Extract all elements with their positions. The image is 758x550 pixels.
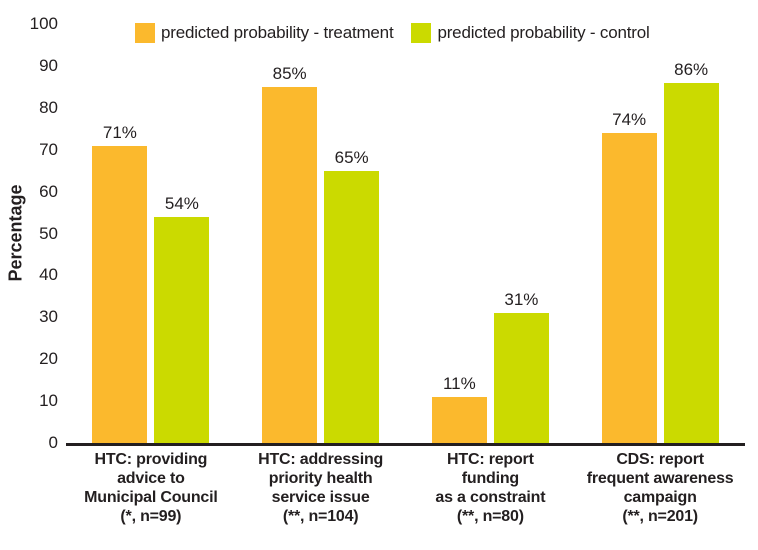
bar-control-1: 65% — [324, 148, 380, 443]
x-category-label-line: HTC: addressing — [258, 451, 384, 468]
x-category-label-line: priority health — [268, 470, 373, 487]
y-tick-50: 50 — [39, 223, 58, 243]
bar-group-0: 71% 54% — [66, 24, 236, 443]
x-category-label-line: advice to — [117, 470, 185, 487]
x-axis-line — [66, 443, 745, 446]
bar-control-2: 31% — [493, 290, 549, 443]
bar-treatment-1: 85% — [262, 64, 318, 443]
y-tick-90: 90 — [39, 55, 58, 75]
x-category-label-line: funding — [461, 470, 519, 487]
legend: predicted probability - treatment predic… — [135, 23, 650, 43]
bar-treatment-3: 74% — [601, 110, 657, 443]
x-category-label-line: CDS: report — [616, 451, 704, 468]
y-tick-70: 70 — [39, 139, 58, 159]
y-tick-10: 10 — [39, 391, 58, 411]
x-category-label-3: CDS: report frequent awareness campaign (**… — [575, 450, 745, 526]
y-tick-30: 30 — [39, 307, 58, 327]
bar-group-3: 74% 86% — [575, 24, 745, 443]
bar-treatment-2: 11% — [431, 374, 487, 443]
x-axis-category-labels: HTC: providing advice to Municipal Council… — [66, 450, 745, 526]
legend-label-treatment: predicted probability - treatment — [161, 23, 394, 42]
legend-label-control: predicted probability - control — [437, 23, 650, 42]
x-category-label-line: frequent awareness — [586, 470, 734, 487]
y-tick-80: 80 — [39, 97, 58, 117]
bar-value-label: 71% — [102, 122, 137, 142]
x-category-label-line: (**, n=201) — [622, 508, 698, 525]
bar-value-label: 31% — [504, 290, 539, 310]
y-tick-40: 40 — [39, 265, 58, 285]
bar-control-3: 86% — [663, 60, 719, 443]
x-category-label-0: HTC: providing advice to Municipal Council… — [66, 450, 236, 526]
x-category-label-line: HTC: report — [447, 451, 534, 468]
bar-group-2: 11% 31% — [406, 24, 576, 443]
bar-treatment-0: 71% — [92, 123, 148, 443]
y-tick-60: 60 — [39, 181, 58, 201]
x-category-label-1: HTC: addressing priority health service is… — [236, 450, 406, 526]
x-category-label-line: HTC: providing — [94, 451, 208, 468]
bar-value-label: 54% — [164, 193, 199, 213]
y-tick-0: 0 — [48, 433, 58, 452]
bar-group-1: 85% 65% — [236, 24, 406, 443]
bar-value-label: 74% — [612, 109, 647, 129]
control-swatch-icon — [411, 23, 432, 43]
x-category-label-line: (*, n=99) — [120, 508, 182, 525]
legend-item-treatment: predicted probability - treatment — [135, 23, 394, 43]
x-category-label-line: Municipal Council — [84, 489, 218, 506]
x-category-label-2: HTC: report funding as a constraint (**, n=… — [406, 450, 576, 526]
x-category-label-line: (**, n=80) — [456, 508, 524, 525]
bar-value-label: 65% — [334, 147, 369, 167]
y-tick-100: 100 — [29, 14, 58, 33]
x-category-label-line: campaign — [623, 489, 697, 506]
y-tick-20: 20 — [39, 349, 58, 369]
x-category-label-line: service issue — [271, 489, 370, 506]
x-category-label-line: as a constraint — [435, 489, 546, 506]
plot-area: 71% 54% 85% 65% 11% 31% 74% 86% — [66, 24, 745, 443]
treatment-swatch-icon — [135, 23, 155, 43]
x-category-label-line: (**, n=104) — [282, 508, 359, 525]
bar-value-label: 85% — [272, 63, 307, 83]
bar-value-label: 11% — [442, 373, 476, 393]
bar-control-0: 54% — [154, 194, 210, 443]
legend-item-control: predicted probability - control — [411, 23, 650, 43]
bar-value-label: 86% — [674, 59, 709, 79]
